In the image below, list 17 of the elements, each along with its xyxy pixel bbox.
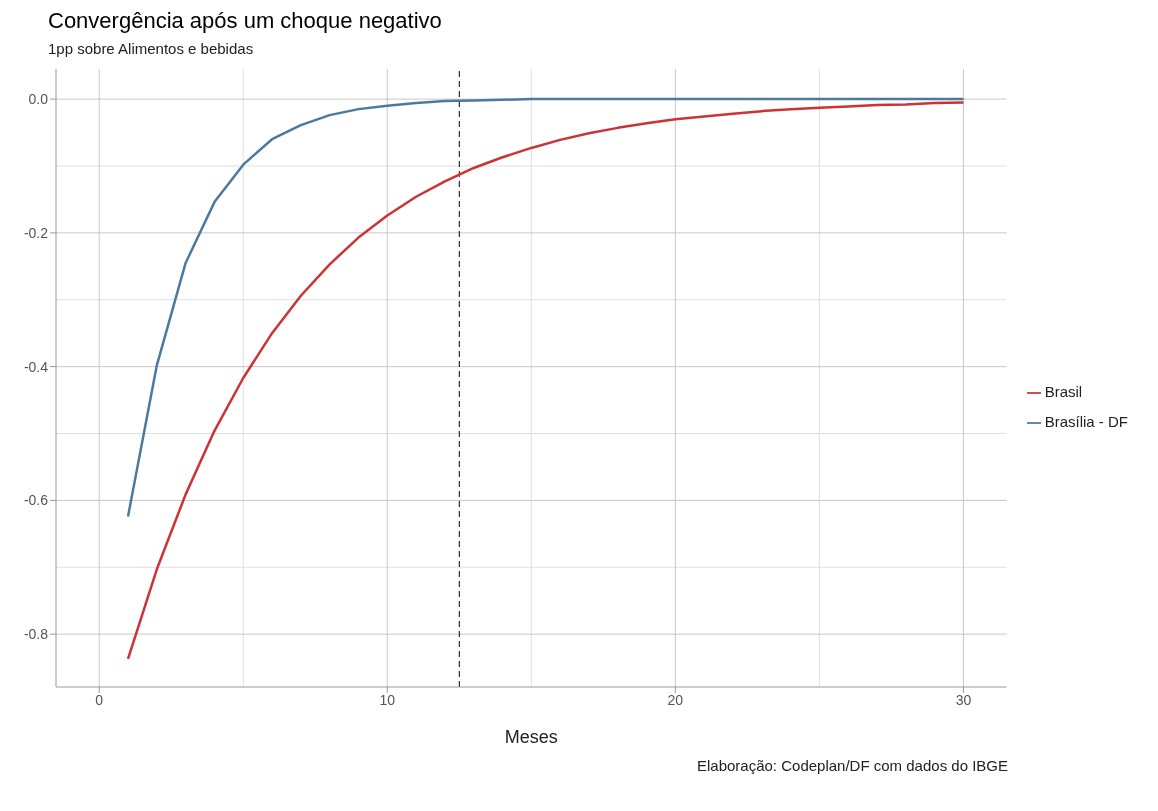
- chart-title: Convergência após um choque negativo: [48, 8, 443, 34]
- x-tick-label: 30: [955, 691, 972, 708]
- legend-label: Brasília - DF: [1044, 413, 1128, 430]
- y-tick-label: -0.8: [23, 626, 49, 643]
- y-tick-label: -0.6: [23, 492, 49, 509]
- legend-label: Brasil: [1044, 383, 1083, 400]
- x-tick-label: 0: [95, 691, 104, 708]
- chart-subtitle: 1pp sobre Alimentos e bebidas: [48, 40, 255, 57]
- line-series: [126, 101, 965, 661]
- x-tick-label: 20: [667, 691, 684, 708]
- x-tick-label: 10: [379, 691, 396, 708]
- line-series: [126, 97, 965, 518]
- text: Elaboração: Codeplan/DF com dados do IBGE: [696, 757, 1008, 774]
- y-tick-label: -0.2: [23, 224, 49, 241]
- y-tick-label: -0.4: [23, 358, 49, 375]
- y-tick-label: 0.0: [28, 91, 49, 108]
- x-axis-title: Meses: [504, 727, 558, 747]
